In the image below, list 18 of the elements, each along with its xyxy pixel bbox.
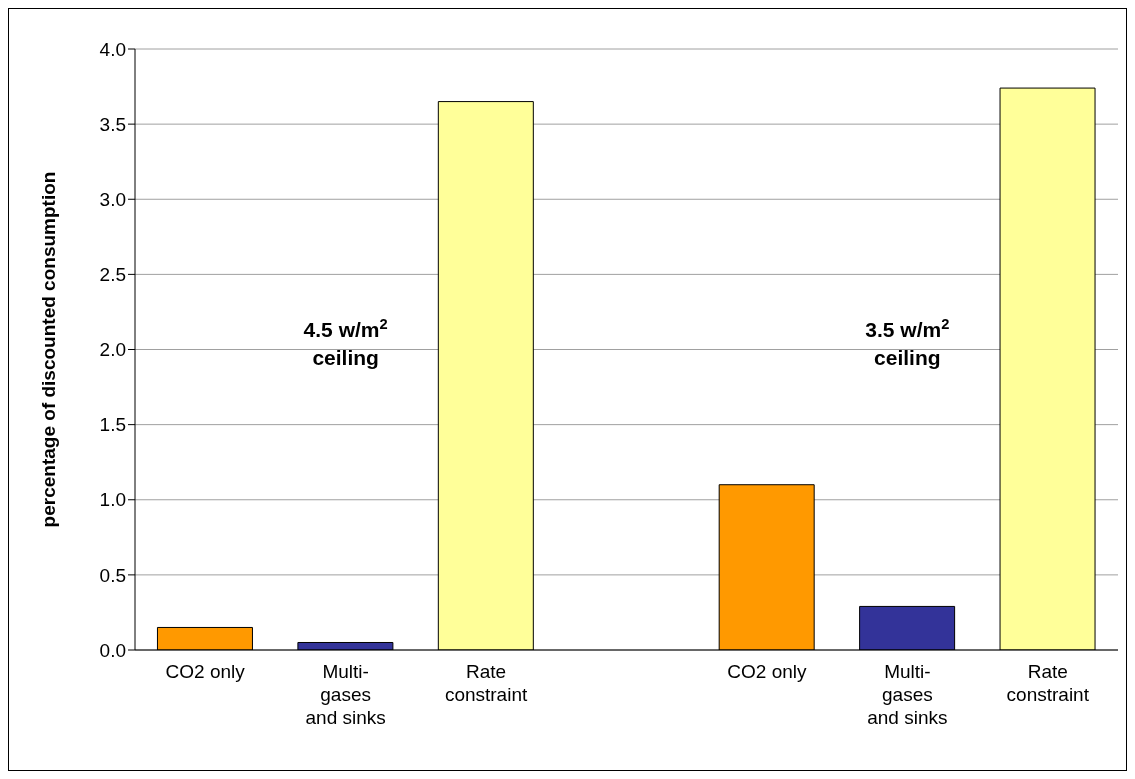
y-tick-label: 0.5 bbox=[99, 564, 126, 586]
x-tick-label: Rate constraint bbox=[444, 661, 528, 705]
y-tick-label: 1.0 bbox=[99, 489, 126, 511]
y-tick-label: 2.5 bbox=[99, 264, 126, 286]
y-axis-title: percentage of discounted consumption bbox=[37, 171, 59, 528]
x-tick-label: Multi-gases and sinks bbox=[867, 661, 948, 728]
annotation: 4.5 w/m$^{2}$ ceiling bbox=[303, 316, 388, 370]
annotation: 3.5 w/m$^{2}$ ceiling bbox=[865, 316, 950, 370]
x-tick-label: Rate constraint bbox=[1006, 661, 1090, 705]
x-tick-label: Multi-gases and sinks bbox=[305, 661, 386, 728]
x-tick-label: CO2 only bbox=[165, 661, 246, 682]
y-tick-label: 2.0 bbox=[99, 339, 126, 361]
y-tick-label: 3.5 bbox=[99, 113, 126, 135]
x-tick-label: CO2 only bbox=[727, 661, 808, 682]
y-tick-label: 3.0 bbox=[99, 188, 126, 210]
y-tick-label: 0.0 bbox=[99, 639, 126, 661]
y-tick-label: 4.0 bbox=[99, 38, 126, 60]
y-tick-label: 1.5 bbox=[99, 414, 126, 436]
